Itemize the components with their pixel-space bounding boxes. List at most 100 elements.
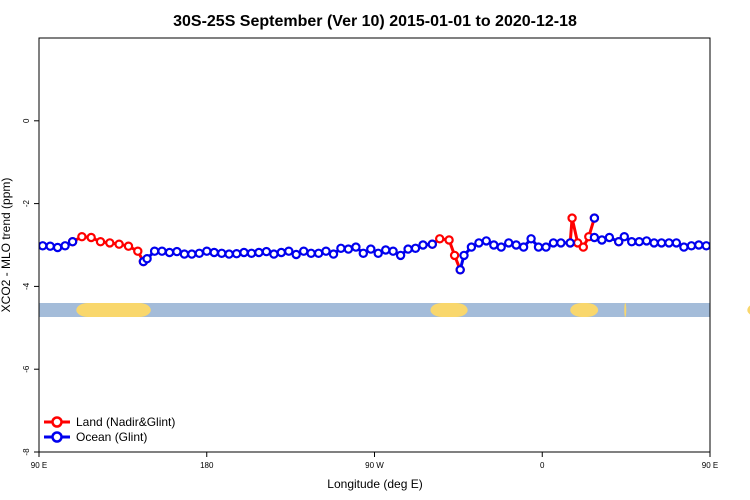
ocean-point xyxy=(321,246,331,256)
ocean-point xyxy=(381,245,391,255)
land-point xyxy=(95,236,106,247)
ocean-point xyxy=(67,236,78,247)
ocean-point xyxy=(373,248,383,258)
ocean-point xyxy=(589,232,600,243)
ocean-point xyxy=(679,242,689,252)
ocean-point xyxy=(556,238,566,248)
ocean-point xyxy=(254,247,264,258)
x-tick-label: 90 E xyxy=(31,461,47,470)
ocean-point xyxy=(619,231,630,242)
ocean-point xyxy=(604,232,615,243)
ocean-point xyxy=(284,246,294,256)
ocean-point xyxy=(142,254,152,264)
plot-series xyxy=(39,213,750,275)
legend-ocean-label: Ocean (Glint) xyxy=(76,430,147,444)
strip-land-0 xyxy=(76,302,151,317)
ocean-point xyxy=(634,236,644,247)
ocean-point xyxy=(336,243,346,253)
ocean-point xyxy=(410,243,421,253)
ocean-point xyxy=(733,236,740,243)
ocean-point xyxy=(172,246,182,257)
ocean-point xyxy=(276,247,286,258)
land-mask-strip xyxy=(39,302,750,317)
chart-title: 30S-25S September (Ver 10) 2015-01-01 to… xyxy=(173,13,577,30)
strip-land-1 xyxy=(430,302,468,317)
y-tick-label: -4 xyxy=(22,282,31,290)
legend-land-marker xyxy=(51,416,63,428)
ocean-point xyxy=(671,238,682,248)
ocean-point xyxy=(291,249,301,260)
ocean-point xyxy=(306,248,316,258)
strip-ocean-band xyxy=(39,302,710,317)
ocean-point xyxy=(518,242,529,252)
ocean-point xyxy=(614,236,624,247)
ocean-point xyxy=(403,244,413,254)
ocean-point xyxy=(39,241,48,251)
ocean-point xyxy=(718,239,725,246)
ocean-point xyxy=(496,242,506,252)
ocean-point xyxy=(395,250,406,261)
ocean-point xyxy=(459,250,469,261)
ocean-point xyxy=(149,246,160,256)
ocean-point xyxy=(366,244,376,254)
land-point xyxy=(567,213,577,223)
land-line-4 xyxy=(744,237,750,262)
ocean-point xyxy=(60,241,70,251)
land-point xyxy=(123,241,134,251)
ocean-point xyxy=(597,235,607,245)
ocean-point xyxy=(504,238,514,248)
ocean-point xyxy=(455,265,465,275)
legend-land-label: Land (Nadir&Glint) xyxy=(76,415,175,429)
land-point xyxy=(114,239,124,249)
ocean-point xyxy=(548,238,559,248)
land-point xyxy=(444,235,454,245)
land-point xyxy=(133,246,143,256)
ocean-point xyxy=(427,239,437,249)
land-point xyxy=(77,231,87,242)
ocean-point xyxy=(511,240,521,250)
ocean-point xyxy=(466,242,477,252)
ocean-point xyxy=(216,248,227,258)
ocean-point xyxy=(351,242,361,252)
ocean-point xyxy=(694,240,704,250)
ocean-point xyxy=(187,249,197,259)
land-point xyxy=(435,234,445,244)
legend: Land (Nadir&Glint)Ocean (Glint) xyxy=(44,415,175,444)
ocean-point xyxy=(343,244,354,254)
ocean-point xyxy=(641,236,652,246)
ocean-point xyxy=(541,242,551,252)
ocean-point xyxy=(686,241,697,251)
ocean-point xyxy=(701,241,710,251)
ocean-point xyxy=(313,248,324,258)
ocean-point xyxy=(740,238,747,245)
y-tick-label: -2 xyxy=(22,199,31,207)
plot-area xyxy=(39,213,750,275)
ocean-point xyxy=(358,248,368,258)
ocean-point xyxy=(656,238,667,248)
y-axis-label: XCO2 - MLO trend (ppm) xyxy=(0,178,13,313)
ocean-point xyxy=(179,249,190,259)
x-tick-label: 90 W xyxy=(365,461,384,470)
land-point xyxy=(578,242,589,252)
land-point xyxy=(740,238,747,245)
ocean-point xyxy=(526,234,536,244)
ocean-point xyxy=(649,238,659,248)
ocean-point xyxy=(481,236,491,246)
plot-frame xyxy=(38,37,711,453)
strip-land-2 xyxy=(570,302,599,317)
ocean-point xyxy=(194,248,204,258)
ocean-point xyxy=(231,248,242,259)
strip-land-3 xyxy=(624,302,627,317)
ocean-point xyxy=(202,246,212,256)
ocean-point xyxy=(45,241,55,251)
y-tick-label: -6 xyxy=(22,365,31,373)
y-tick-label: -8 xyxy=(22,448,31,456)
x-axis-label: Longitude (deg E) xyxy=(327,477,422,491)
land-point xyxy=(105,238,115,248)
ocean-point xyxy=(239,247,249,258)
ocean-point xyxy=(589,213,600,223)
y-tick-label: 0 xyxy=(22,118,31,123)
ocean-point xyxy=(328,249,339,259)
ocean-point xyxy=(709,242,710,249)
